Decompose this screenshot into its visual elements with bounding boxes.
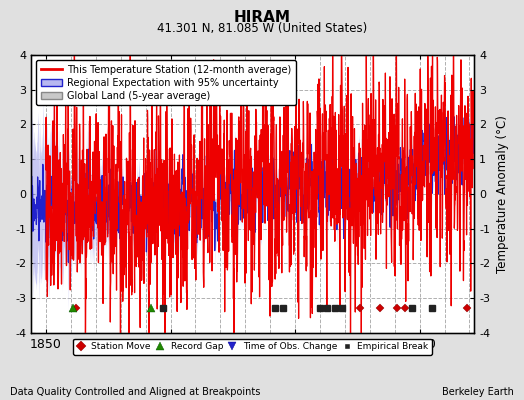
Y-axis label: Temperature Anomaly (°C): Temperature Anomaly (°C): [496, 115, 509, 273]
Legend: Station Move, Record Gap, Time of Obs. Change, Empirical Break: Station Move, Record Gap, Time of Obs. C…: [73, 339, 432, 355]
Text: Data Quality Controlled and Aligned at Breakpoints: Data Quality Controlled and Aligned at B…: [10, 387, 261, 397]
Text: HIRAM: HIRAM: [234, 10, 290, 25]
Text: 41.301 N, 81.085 W (United States): 41.301 N, 81.085 W (United States): [157, 22, 367, 35]
Text: Berkeley Earth: Berkeley Earth: [442, 387, 514, 397]
